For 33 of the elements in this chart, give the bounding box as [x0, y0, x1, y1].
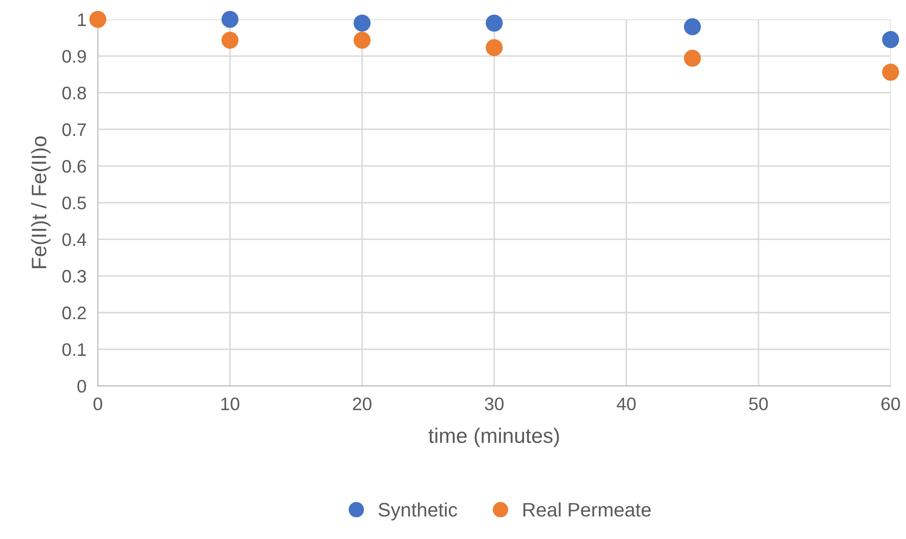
y-tick-label: 0.5	[62, 196, 86, 210]
y-tick-label: 0.9	[62, 50, 86, 63]
y-tick-label: 0.1	[62, 343, 86, 356]
point	[486, 39, 503, 56]
point	[684, 18, 701, 36]
point	[882, 31, 900, 48]
y-tick-label: 0.6	[62, 160, 86, 173]
x-tick-label: 30	[484, 398, 504, 410]
y-tick-label: 0.2	[62, 306, 86, 320]
y-tick-label: 0.8	[62, 86, 86, 100]
y-tick-label: 1	[78, 14, 86, 26]
x-tick-label: 60	[881, 398, 900, 410]
y-axis-title: Fe(II)t / Fe(II)o	[31, 136, 51, 268]
y-tick-label: 0.7	[62, 123, 86, 136]
x-axis-title: time (minutes)	[428, 428, 559, 448]
y-tick-label: 0.4	[62, 233, 86, 246]
x-tick-label: 40	[616, 398, 636, 410]
point	[89, 10, 106, 28]
y-tick-label: 0	[77, 380, 86, 393]
point	[684, 50, 701, 67]
x-tick-label: 50	[749, 398, 768, 410]
x-tick-label: 0	[94, 398, 102, 410]
x-tick-label: 20	[352, 398, 372, 410]
point	[486, 14, 503, 32]
point	[354, 32, 371, 49]
point	[221, 10, 238, 28]
point	[882, 64, 900, 81]
x-tick-label: 10	[221, 398, 240, 410]
legend-label: Real Permeate	[523, 502, 651, 517]
point	[221, 32, 238, 49]
legend-label: Synthetic	[378, 502, 458, 521]
y-tick-label: 0.3	[62, 270, 86, 283]
point	[354, 14, 371, 32]
